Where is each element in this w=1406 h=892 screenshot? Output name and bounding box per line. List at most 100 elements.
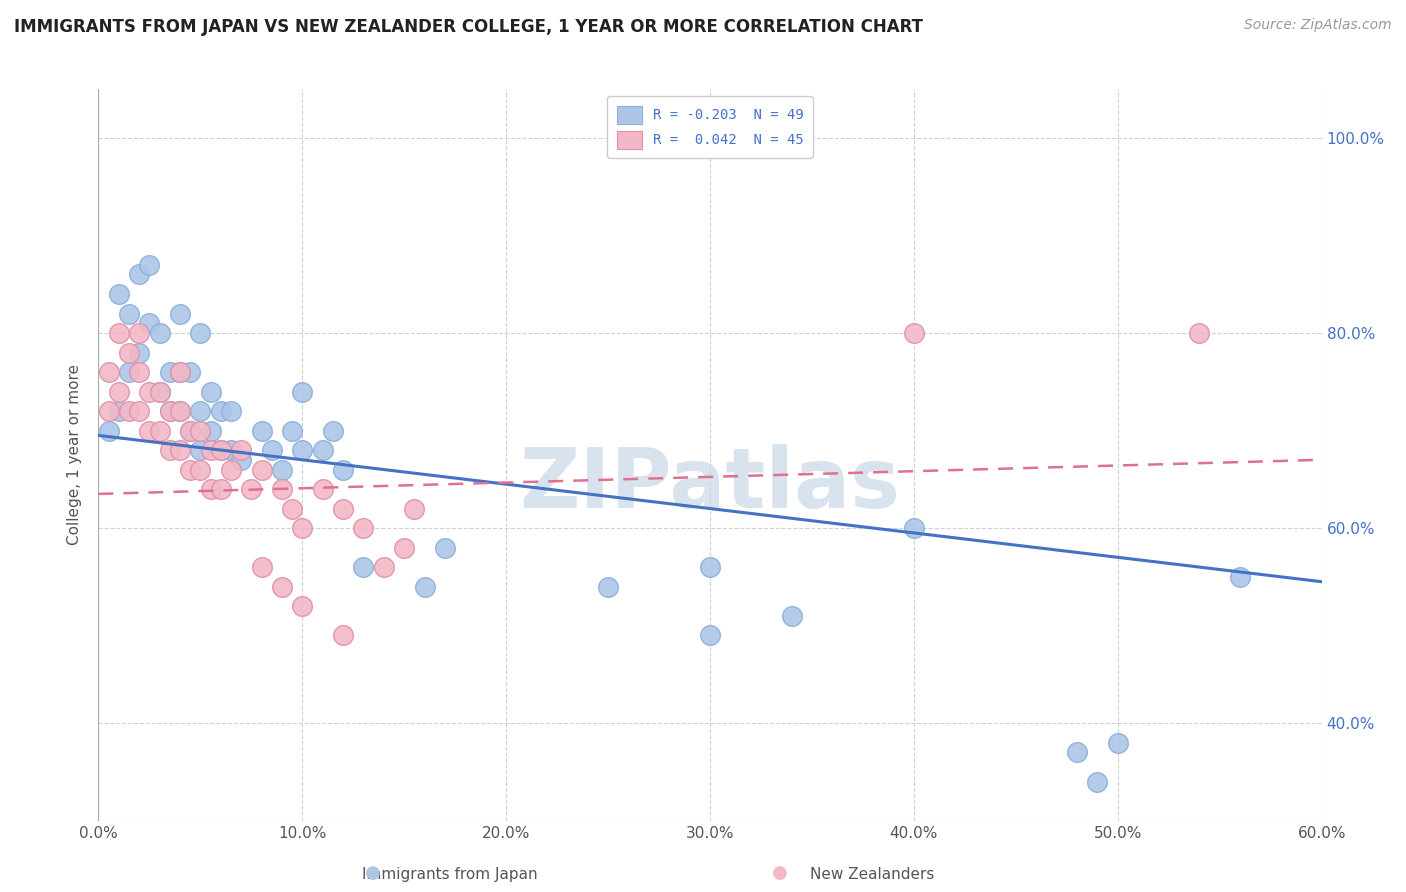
Point xyxy=(188,424,212,438)
Point xyxy=(1188,326,1211,340)
Point xyxy=(108,404,131,418)
Point xyxy=(291,384,314,399)
Point xyxy=(200,384,222,399)
Point xyxy=(149,424,172,438)
Point xyxy=(97,365,120,379)
Point xyxy=(1229,570,1251,584)
Point xyxy=(169,365,191,379)
Point xyxy=(240,482,263,496)
Point xyxy=(903,521,925,535)
Point xyxy=(149,326,172,340)
Point xyxy=(250,560,273,574)
Text: Immigrants from Japan: Immigrants from Japan xyxy=(363,867,537,881)
Point xyxy=(219,443,242,458)
Point xyxy=(780,608,803,623)
Point xyxy=(188,326,212,340)
Point xyxy=(108,326,131,340)
Point xyxy=(250,462,273,476)
Point xyxy=(332,628,354,642)
Point xyxy=(219,404,242,418)
Point xyxy=(312,443,335,458)
Point xyxy=(108,287,131,301)
Point xyxy=(200,424,222,438)
Point xyxy=(159,404,181,418)
Point xyxy=(159,443,181,458)
Point xyxy=(209,482,232,496)
Point xyxy=(322,424,344,438)
Point xyxy=(179,462,201,476)
Point xyxy=(179,424,201,438)
Point xyxy=(97,424,120,438)
Point xyxy=(128,345,150,359)
Point xyxy=(352,560,374,574)
Point xyxy=(209,443,232,458)
Point xyxy=(231,452,253,467)
Point xyxy=(159,404,181,418)
Point xyxy=(291,599,314,613)
Point xyxy=(312,482,335,496)
Point xyxy=(97,404,120,418)
Point xyxy=(332,501,354,516)
Point xyxy=(169,443,191,458)
Point xyxy=(270,462,294,476)
Text: ●: ● xyxy=(364,863,381,881)
Point xyxy=(250,424,273,438)
Point xyxy=(270,482,294,496)
Point xyxy=(699,560,721,574)
Point xyxy=(209,443,232,458)
Point xyxy=(903,326,925,340)
Point xyxy=(200,482,222,496)
Point xyxy=(138,316,160,330)
Point xyxy=(128,268,150,282)
Point xyxy=(1066,745,1088,759)
Text: ●: ● xyxy=(772,863,789,881)
Point xyxy=(188,443,212,458)
Point xyxy=(699,628,721,642)
Text: IMMIGRANTS FROM JAPAN VS NEW ZEALANDER COLLEGE, 1 YEAR OR MORE CORRELATION CHART: IMMIGRANTS FROM JAPAN VS NEW ZEALANDER C… xyxy=(14,18,924,36)
Point xyxy=(281,424,304,438)
Point xyxy=(281,501,304,516)
Point xyxy=(209,404,232,418)
Point xyxy=(169,404,191,418)
Point xyxy=(219,462,242,476)
Point xyxy=(138,384,160,399)
Point xyxy=(404,501,426,516)
Point xyxy=(108,384,131,399)
Point xyxy=(413,580,436,594)
Point xyxy=(332,462,354,476)
Point xyxy=(231,443,253,458)
Y-axis label: College, 1 year or more: College, 1 year or more xyxy=(67,365,83,545)
Point xyxy=(138,258,160,272)
Point xyxy=(149,384,172,399)
Point xyxy=(118,404,141,418)
Point xyxy=(128,404,150,418)
Point xyxy=(291,443,314,458)
Point xyxy=(598,580,620,594)
Point xyxy=(159,365,181,379)
Point xyxy=(128,365,150,379)
Point xyxy=(200,443,222,458)
Point xyxy=(291,521,314,535)
Point xyxy=(188,462,212,476)
Point xyxy=(373,560,395,574)
Point xyxy=(1107,736,1129,750)
Point xyxy=(169,306,191,320)
Point xyxy=(118,306,141,320)
Point xyxy=(138,424,160,438)
Point xyxy=(179,365,201,379)
Point xyxy=(128,326,150,340)
Point xyxy=(149,384,172,399)
Text: Source: ZipAtlas.com: Source: ZipAtlas.com xyxy=(1244,18,1392,32)
Legend: R = -0.203  N = 49, R =  0.042  N = 45: R = -0.203 N = 49, R = 0.042 N = 45 xyxy=(607,96,813,158)
Point xyxy=(179,424,201,438)
Point xyxy=(169,365,191,379)
Point xyxy=(392,541,416,555)
Text: New Zealanders: New Zealanders xyxy=(810,867,934,881)
Point xyxy=(118,365,141,379)
Point xyxy=(188,404,212,418)
Point xyxy=(169,404,191,418)
Text: ZIPatlas: ZIPatlas xyxy=(520,443,900,524)
Point xyxy=(1085,774,1108,789)
Point xyxy=(270,580,294,594)
Point xyxy=(118,345,141,359)
